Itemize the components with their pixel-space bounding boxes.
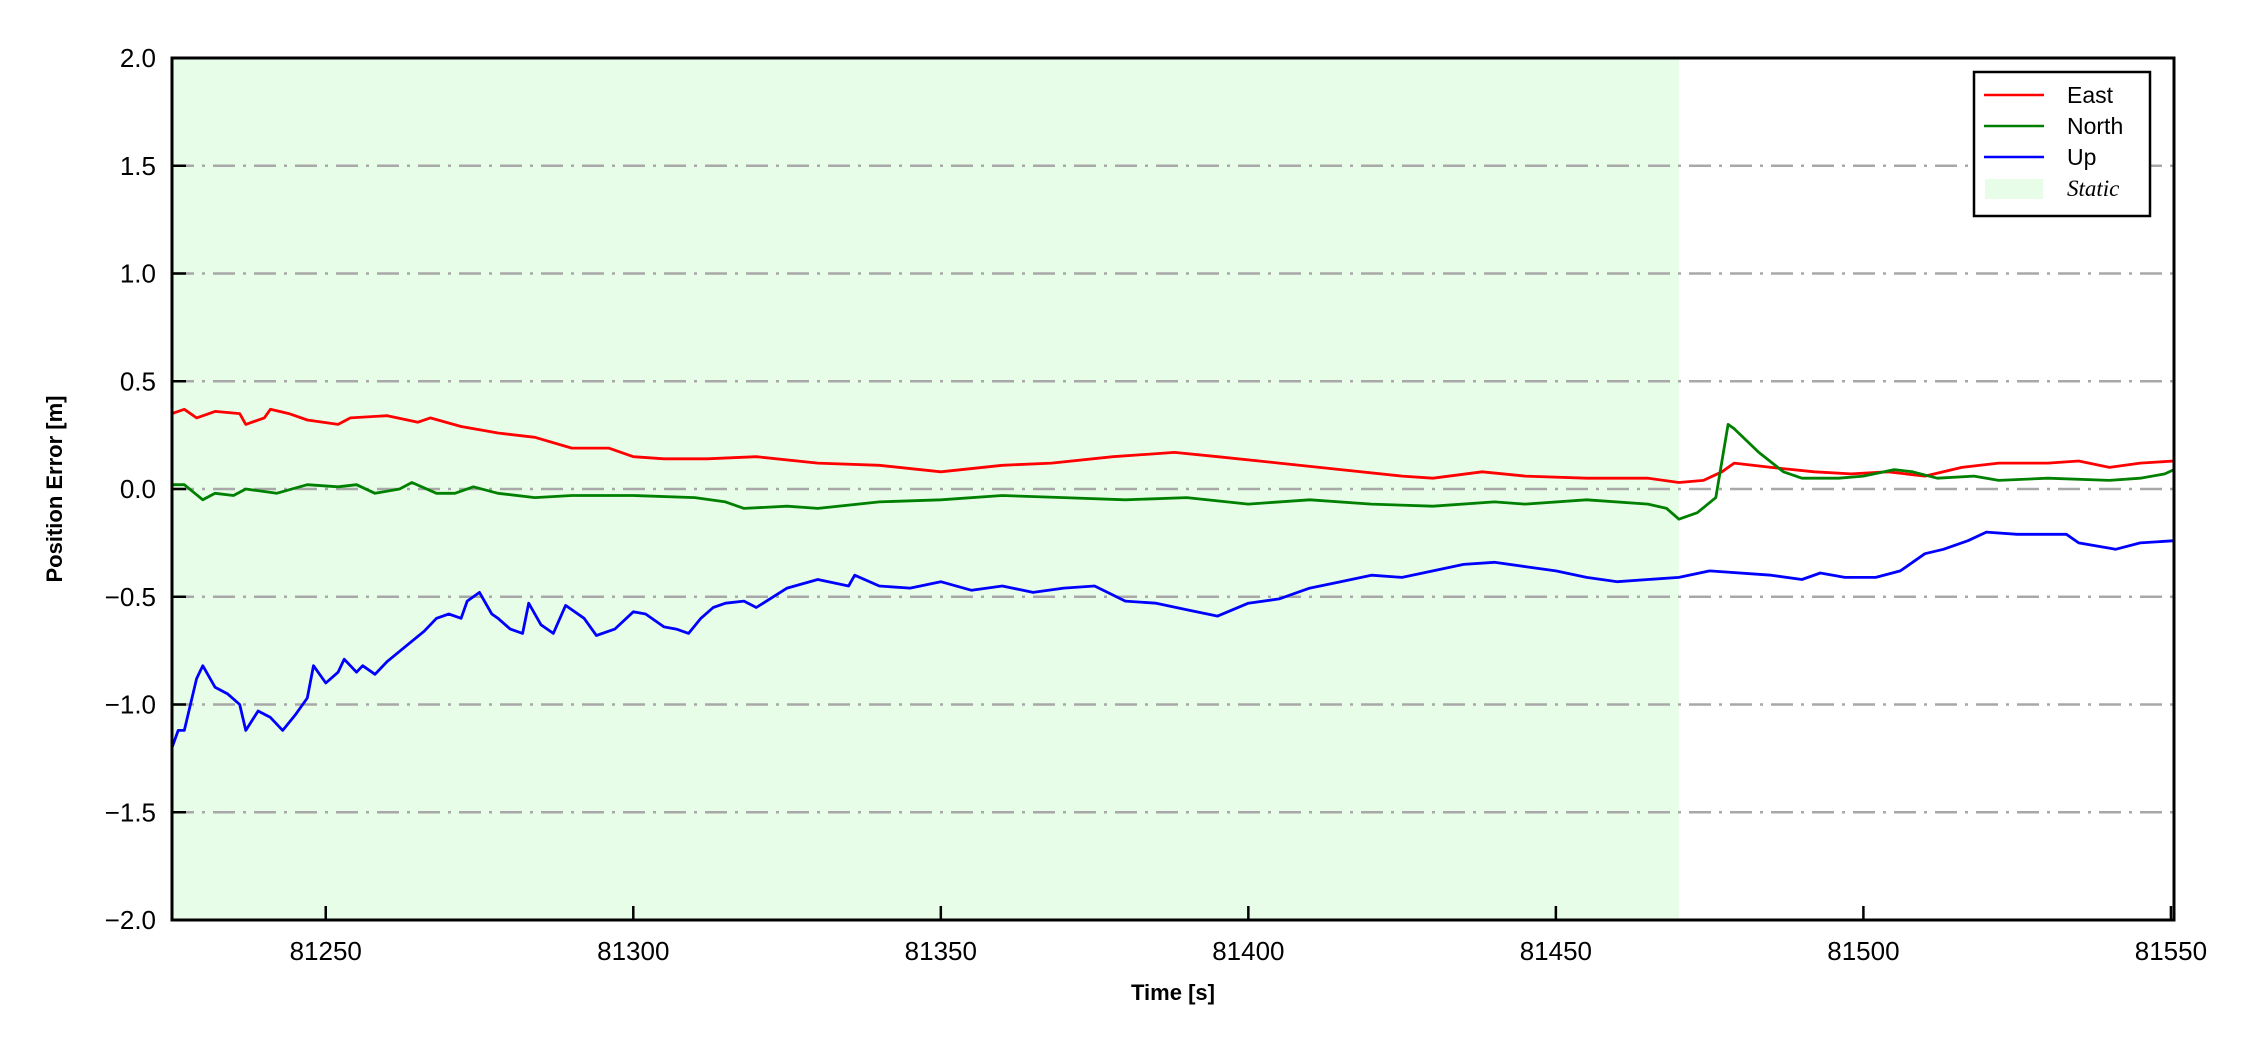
legend-label-static: Static	[2067, 176, 2119, 201]
y-tick-label: 2.0	[120, 43, 156, 73]
x-tick-label: 81500	[1827, 936, 1899, 966]
legend-label-up: Up	[2067, 144, 2096, 170]
y-tick-label: 0.5	[120, 366, 156, 396]
legend-swatch-static	[1985, 179, 2043, 199]
y-tick-label: 0.0	[120, 474, 156, 504]
y-tick-label: −1.0	[105, 690, 156, 720]
x-tick-label: 81300	[597, 936, 669, 966]
x-tick-label: 81550	[2135, 936, 2207, 966]
series-line-north	[172, 423, 2175, 521]
legend-label-east: East	[2067, 82, 2114, 108]
series-line-east	[171, 407, 2175, 484]
y-tick-label: −2.0	[105, 905, 156, 935]
y-tick-label: 1.5	[120, 151, 156, 181]
x-tick-label: 81450	[1520, 936, 1592, 966]
x-tick-label: 81350	[905, 936, 977, 966]
y-tick-label: 1.0	[120, 259, 156, 289]
x-tick-label: 81400	[1212, 936, 1284, 966]
x-tick-label: 81250	[290, 936, 362, 966]
y-axis-label: Position Error [m]	[42, 395, 67, 582]
legend-label-north: North	[2067, 113, 2123, 139]
y-tick-label: −1.5	[105, 797, 156, 827]
y-tick-label: −0.5	[105, 582, 156, 612]
series-line-up	[170, 530, 2175, 749]
legend: East North Up Static	[1972, 70, 2152, 218]
x-axis-label: Time [s]	[1131, 980, 1215, 1005]
